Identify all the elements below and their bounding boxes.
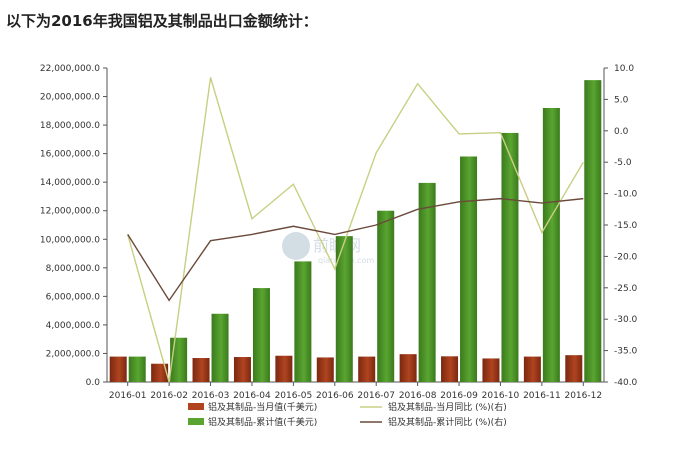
x-tick-label: 2016-09 xyxy=(440,391,478,401)
bar-cumulative xyxy=(501,132,519,382)
legend-label-cumulative-yoy: 铝及其制品-累计同比 (%)(右) xyxy=(388,416,507,428)
bar-monthly xyxy=(441,356,459,382)
legend-swatch-cumulative-bar xyxy=(188,418,204,425)
bar-monthly xyxy=(565,355,583,382)
bar-cumulative xyxy=(211,313,229,382)
bar-cumulative xyxy=(170,337,188,382)
bar-monthly xyxy=(482,358,500,382)
left-tick-label: 2,000,000.0 xyxy=(46,349,101,359)
line-monthly-yoy xyxy=(127,77,584,383)
legend-label-monthly-bar: 铝及其制品-当月值(千美元) xyxy=(208,401,317,413)
x-tick-label: 2016-07 xyxy=(357,391,395,401)
right-tick-label: -10.0 xyxy=(614,190,638,200)
x-tick-label: 2016-06 xyxy=(316,391,354,401)
bar-monthly xyxy=(316,357,334,382)
legend-swatch-monthly-bar xyxy=(188,403,204,410)
right-tick-label: 0.0 xyxy=(614,127,629,137)
x-tick-label: 2016-01 xyxy=(109,391,147,401)
watermark: 前瞻网 qianzhan.com xyxy=(282,232,374,265)
right-tick-label: 5.0 xyxy=(614,95,629,105)
right-tick-label: -40.0 xyxy=(614,378,638,388)
legend-label-cumulative-bar: 铝及其制品-累计值(千美元) xyxy=(208,416,317,428)
bar-cumulative xyxy=(418,182,436,382)
right-tick-label: -15.0 xyxy=(614,221,638,231)
right-tick-label: 10.0 xyxy=(614,64,634,74)
right-tick-label: -20.0 xyxy=(614,252,638,262)
x-tick-label: 2016-10 xyxy=(482,391,520,401)
bar-monthly xyxy=(399,354,417,382)
line-cumulative-yoy xyxy=(127,197,584,302)
bar-cumulative xyxy=(294,261,312,382)
watermark-globe-icon xyxy=(282,232,310,260)
left-tick-label: 10,000,000.0 xyxy=(40,235,100,245)
bar-cumulative xyxy=(460,156,478,382)
bar-cumulative xyxy=(335,236,353,382)
x-tick-label: 2016-08 xyxy=(399,391,437,401)
x-tick-label: 2016-12 xyxy=(564,391,602,401)
page-heading: 以下为2016年我国铝及其制品出口金额统计： xyxy=(6,12,318,30)
bar-monthly xyxy=(233,357,251,382)
bar-cumulative xyxy=(542,107,560,383)
x-tick-label: 2016-02 xyxy=(150,391,188,401)
right-tick-label: -5.0 xyxy=(614,158,632,168)
left-tick-label: 20,000,000.0 xyxy=(40,93,100,103)
right-tick-label: -35.0 xyxy=(614,347,638,357)
left-tick-label: 16,000,000.0 xyxy=(40,150,100,160)
bar-monthly xyxy=(192,358,210,382)
left-tick-label: 12,000,000.0 xyxy=(40,207,100,217)
left-tick-label: 8,000,000.0 xyxy=(46,264,101,274)
bar-monthly xyxy=(151,363,169,382)
left-tick-label: 14,000,000.0 xyxy=(40,178,100,188)
x-tick-label: 2016-11 xyxy=(523,391,561,401)
x-tick-label: 2016-04 xyxy=(233,391,271,401)
bar-cumulative xyxy=(252,288,270,382)
left-tick-label: 6,000,000.0 xyxy=(46,292,101,302)
right-tick-label: -30.0 xyxy=(614,315,638,325)
x-tick-label: 2016-05 xyxy=(275,391,313,401)
bar-monthly xyxy=(109,356,127,382)
bar-monthly xyxy=(358,356,376,382)
right-tick-label: -25.0 xyxy=(614,284,638,294)
bar-cumulative xyxy=(377,210,395,382)
x-tick-label: 2016-03 xyxy=(192,391,230,401)
left-tick-label: 22,000,000.0 xyxy=(40,64,100,74)
legend-label-monthly-yoy: 铝及其制品-当月同比 (%)(右) xyxy=(388,401,507,413)
bar-monthly xyxy=(523,356,541,382)
bar-cumulative xyxy=(128,356,146,382)
left-tick-label: 4,000,000.0 xyxy=(46,321,101,331)
left-tick-label: 18,000,000.0 xyxy=(40,121,100,131)
bar-cumulative xyxy=(584,80,602,382)
bar-monthly xyxy=(275,355,293,382)
left-tick-label: 0.0 xyxy=(86,378,101,388)
